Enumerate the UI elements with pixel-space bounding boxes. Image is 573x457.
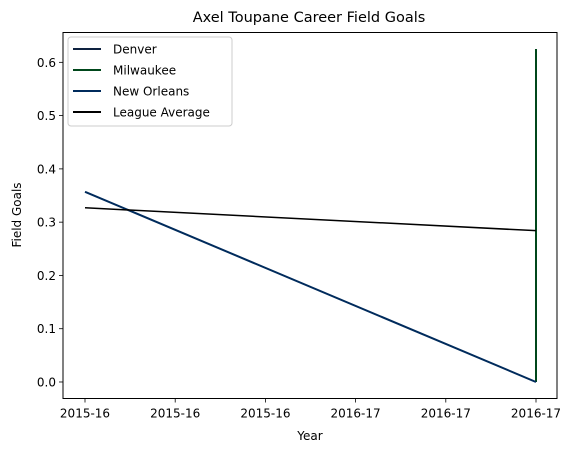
x-tick-label: 2015-16 [150,407,200,421]
y-tick-label: 0.1 [37,322,56,336]
x-tick-label: 2015-16 [240,407,290,421]
x-axis-label: Year [296,429,322,443]
x-tick-label: 2016-17 [331,407,381,421]
y-tick-label: 0.4 [37,162,56,176]
y-tick-label: 0.0 [37,375,56,389]
y-tick-label: 0.6 [37,56,56,70]
series-line-new-orleans [84,190,537,383]
chart-title: Axel Toupane Career Field Goals [193,10,426,26]
series-layer [84,49,537,383]
x-tick-label: 2015-16 [60,407,110,421]
legend: Denver Milwaukee New Orleans League Average [67,36,233,127]
y-tick-label: 0.2 [37,269,56,283]
x-tick-label: 2016-17 [421,407,471,421]
y-axis-label: Field Goals [10,182,24,247]
legend-label-denver: Denver [113,43,157,57]
y-tick-label: 0.5 [37,109,56,123]
legend-items: Denver Milwaukee New Orleans League Average [73,43,210,120]
y-tick-label: 0.3 [37,216,56,230]
x-tick-label: 2016-17 [511,407,561,421]
y-axis-ticks: 0.0 0.1 0.2 0.3 0.4 0.5 0.6 [37,56,63,389]
legend-label-milwaukee: Milwaukee [113,64,176,78]
legend-label-league-average: League Average [113,106,210,120]
legend-label-new-orleans: New Orleans [113,85,189,99]
plot-frame [62,32,558,399]
legend-frame [67,36,233,127]
x-axis-ticks: 2015-16 2015-16 2015-16 2016-17 2016-17 2016-… [60,398,561,421]
series-line-league-average [84,207,537,232]
